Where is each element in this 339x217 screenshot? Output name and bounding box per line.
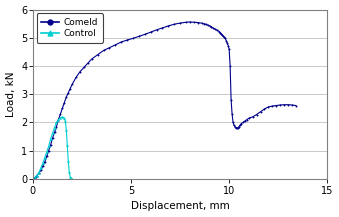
Legend: Comeld, Control: Comeld, Control xyxy=(37,13,103,43)
Y-axis label: Load, kN: Load, kN xyxy=(5,71,16,117)
X-axis label: Displacement, mm: Displacement, mm xyxy=(131,201,230,211)
